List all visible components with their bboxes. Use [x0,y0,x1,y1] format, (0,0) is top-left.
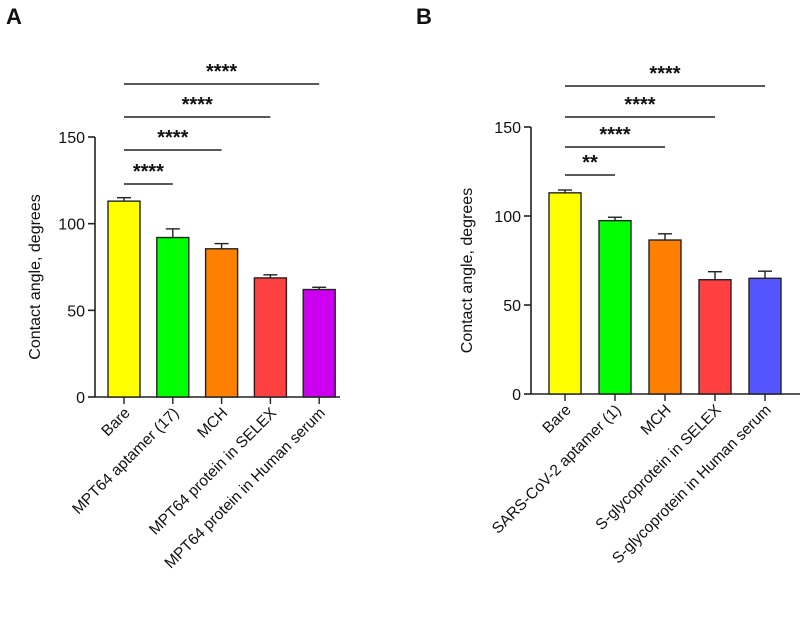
significance-label: **** [157,127,188,149]
y-tick-label: 150 [58,130,85,147]
y-tick-label: 100 [494,209,521,226]
significance-label: **** [182,94,213,116]
significance-label: **** [133,161,164,183]
panel-label: A [6,4,22,29]
bar [253,277,288,398]
y-tick-label: 0 [512,387,521,404]
y-tick-label: 50 [67,303,85,320]
y-tick-label: 150 [494,120,521,137]
y-tick-label: 50 [503,298,521,315]
bar [748,277,782,395]
y-tick-label: 100 [58,217,85,234]
bar [548,192,582,395]
significance-label: ** [582,152,598,174]
bar [598,219,632,395]
y-axis-label: Contact angle, degrees [27,194,44,359]
x-tick-label: MCH [638,402,675,439]
x-tick-label: Bare [539,402,574,437]
significance-label: **** [206,61,237,83]
bar [302,288,336,398]
significance-label: **** [649,63,680,85]
y-tick-label: 0 [76,390,85,407]
bar [698,279,732,395]
bar [156,236,190,398]
x-tick-label: MCH [194,405,231,442]
bar [204,248,239,398]
x-tick-label: Bare [98,405,133,440]
panel-label: B [416,4,432,29]
y-axis-label: Contact angle, degrees [459,188,476,353]
significance-label: **** [624,94,655,116]
significance-label: **** [599,124,630,146]
bar [107,200,141,398]
bar [648,239,682,395]
